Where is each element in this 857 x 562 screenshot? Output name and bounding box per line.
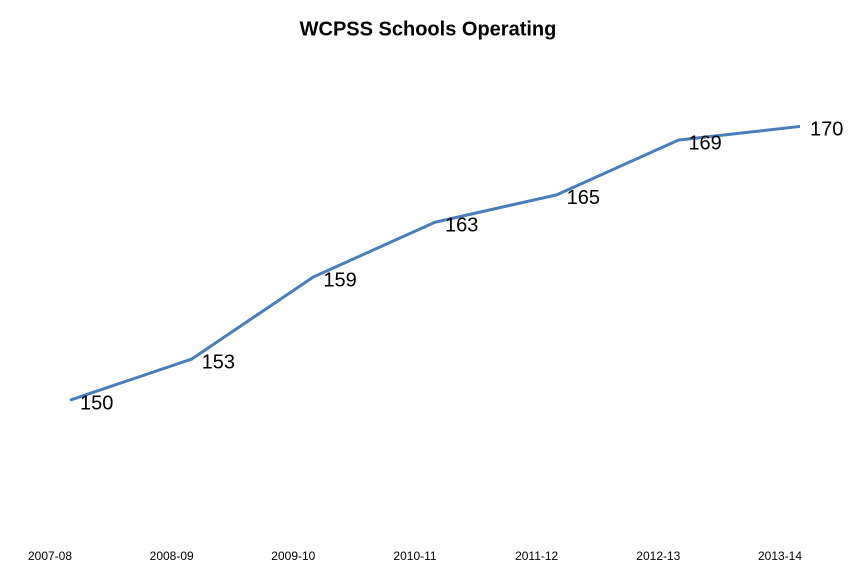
x-tick-label: 2011-12: [515, 549, 558, 562]
data-label: 170: [810, 119, 843, 141]
x-tick-label: 2007-08: [28, 549, 72, 562]
x-tick-label: 2012-13: [636, 549, 680, 562]
data-label: 163: [445, 215, 478, 237]
x-tick-label: 2008-09: [150, 549, 194, 562]
x-tick-label: 2010-11: [393, 549, 436, 562]
data-label: 159: [323, 269, 356, 291]
x-tick-label: 2013-14: [758, 549, 802, 562]
line: [69, 124, 801, 402]
x-tick-label: 2009-10: [271, 549, 315, 562]
chart-title: WCPSS Schools Operating: [300, 18, 557, 40]
data-label: 169: [688, 132, 721, 154]
data-label: 165: [567, 187, 600, 209]
data-label: 153: [202, 351, 235, 373]
data-label: 150: [80, 392, 113, 414]
